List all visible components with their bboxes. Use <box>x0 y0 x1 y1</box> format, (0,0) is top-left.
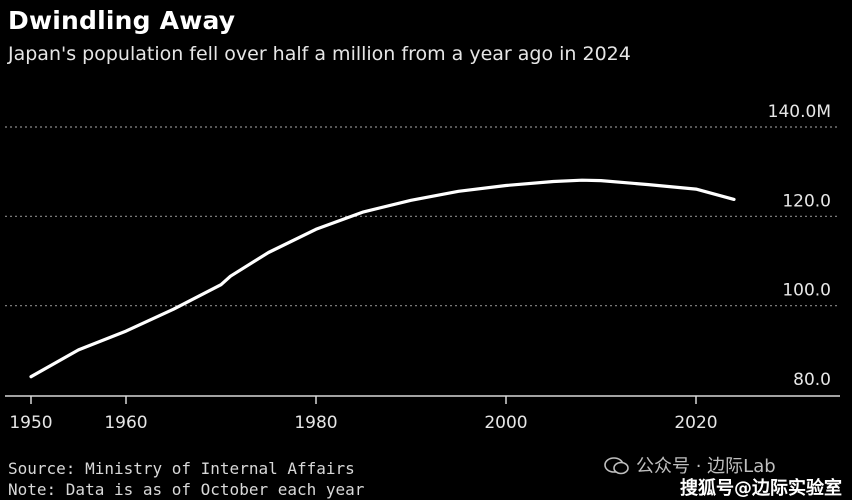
data-point <box>732 198 736 201</box>
data-point <box>172 308 175 311</box>
source-note: Source: Ministry of Internal Affairs <box>8 459 355 478</box>
data-point <box>229 274 232 278</box>
y-axis-ticks: 80.0 100.0 120.0 140.0M <box>768 102 831 390</box>
data-point <box>504 184 508 187</box>
wechat-icon <box>604 457 629 475</box>
x-tick-label: 2020 <box>674 413 717 433</box>
data-point <box>314 228 318 231</box>
data-point <box>124 329 128 333</box>
watermark-secondary: 搜狐号@边际实验室 <box>680 478 842 499</box>
watermark-text: 公众号 · 边际Lab <box>636 456 776 477</box>
chart-title: Dwindling Away <box>8 6 236 35</box>
population-line <box>29 178 736 379</box>
data-point <box>219 283 223 286</box>
chart-subtitle: Japan's population fell over half a mill… <box>8 43 631 65</box>
data-point <box>409 199 413 202</box>
gridlines <box>5 126 840 307</box>
x-axis-ticks: 1950 1960 1980 2000 2020 <box>9 396 718 433</box>
watermark: 公众号 · 边际Lab <box>604 452 776 478</box>
x-tick-label: 1950 <box>9 413 52 433</box>
data-point <box>362 210 365 214</box>
data-point <box>457 190 460 193</box>
y-tick-label: 120.0 <box>782 191 831 211</box>
data-point <box>29 375 33 378</box>
data-point <box>580 178 584 182</box>
chart-footer: Source: Ministry of Internal Affairs Not… <box>8 458 364 500</box>
data-point <box>694 187 698 191</box>
y-tick-label: 100.0 <box>782 281 831 301</box>
series-layer <box>29 178 736 379</box>
data-point <box>647 183 650 186</box>
data-point <box>552 180 555 183</box>
data-note: Note: Data is as of October each year <box>8 480 365 499</box>
x-tick-label: 1980 <box>294 413 337 433</box>
x-tick-label: 1960 <box>104 413 147 433</box>
data-point <box>267 251 270 254</box>
data-point <box>77 348 80 352</box>
y-tick-label: 80.0 <box>793 370 831 390</box>
data-point <box>599 179 603 182</box>
y-tick-label: 140.0M <box>768 102 831 122</box>
x-tick-label: 2000 <box>484 413 527 433</box>
